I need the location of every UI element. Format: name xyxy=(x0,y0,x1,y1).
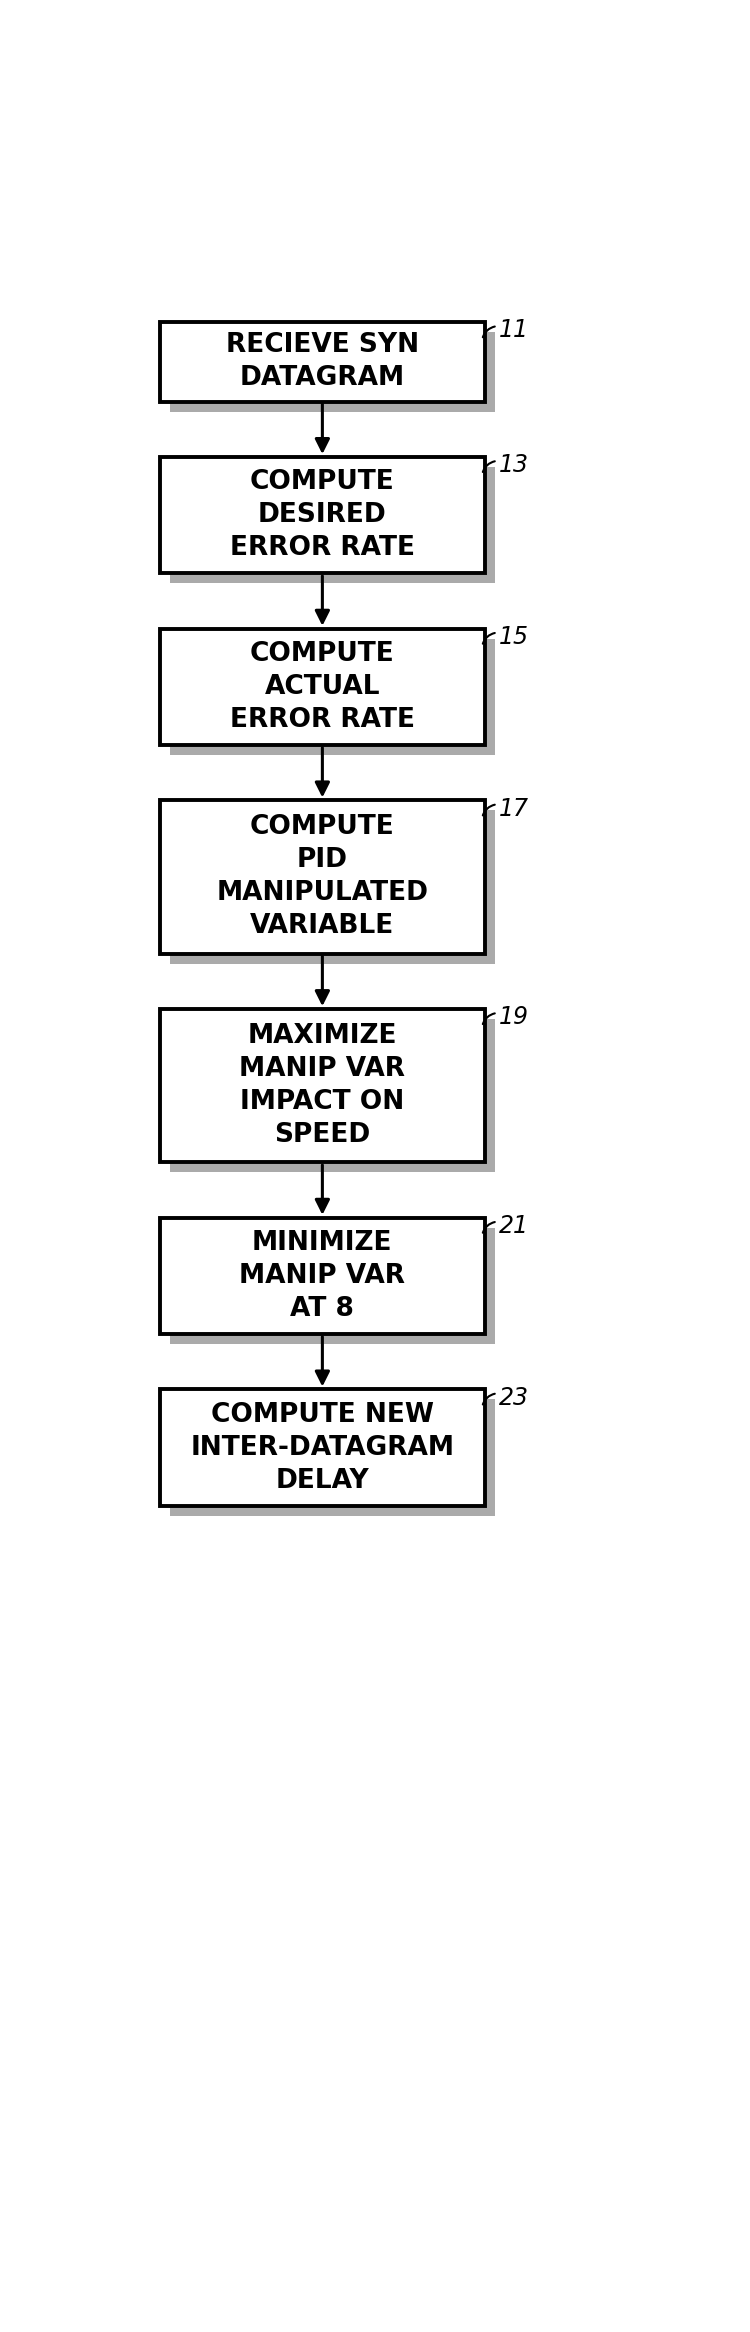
FancyBboxPatch shape xyxy=(170,809,495,963)
Text: MAXIMIZE
MANIP VAR
IMPACT ON
SPEED: MAXIMIZE MANIP VAR IMPACT ON SPEED xyxy=(239,1024,405,1147)
Text: 15: 15 xyxy=(499,625,529,648)
FancyBboxPatch shape xyxy=(170,1399,495,1516)
FancyBboxPatch shape xyxy=(160,1217,485,1334)
Text: MINIMIZE
MANIP VAR
AT 8: MINIMIZE MANIP VAR AT 8 xyxy=(239,1229,405,1322)
Text: 23: 23 xyxy=(499,1385,529,1409)
FancyBboxPatch shape xyxy=(170,331,495,410)
Text: COMPUTE
PID
MANIPULATED
VARIABLE: COMPUTE PID MANIPULATED VARIABLE xyxy=(216,814,428,940)
Text: RECIEVE SYN
DATAGRAM: RECIEVE SYN DATAGRAM xyxy=(226,333,419,392)
Text: 17: 17 xyxy=(499,798,529,821)
Text: 13: 13 xyxy=(499,452,529,478)
Text: COMPUTE
ACTUAL
ERROR RATE: COMPUTE ACTUAL ERROR RATE xyxy=(230,641,415,732)
Text: 19: 19 xyxy=(499,1005,529,1028)
FancyBboxPatch shape xyxy=(170,466,495,583)
FancyBboxPatch shape xyxy=(170,1019,495,1173)
FancyBboxPatch shape xyxy=(160,457,485,574)
FancyBboxPatch shape xyxy=(160,630,485,744)
FancyBboxPatch shape xyxy=(170,639,495,756)
FancyBboxPatch shape xyxy=(160,1010,485,1161)
FancyBboxPatch shape xyxy=(170,1227,495,1343)
FancyBboxPatch shape xyxy=(160,1390,485,1506)
FancyBboxPatch shape xyxy=(160,800,485,954)
Text: COMPUTE NEW
INTER-DATAGRAM
DELAY: COMPUTE NEW INTER-DATAGRAM DELAY xyxy=(190,1402,454,1492)
FancyBboxPatch shape xyxy=(160,322,485,401)
Text: COMPUTE
DESIRED
ERROR RATE: COMPUTE DESIRED ERROR RATE xyxy=(230,469,415,562)
Text: 21: 21 xyxy=(499,1215,529,1238)
Text: 11: 11 xyxy=(499,319,529,343)
